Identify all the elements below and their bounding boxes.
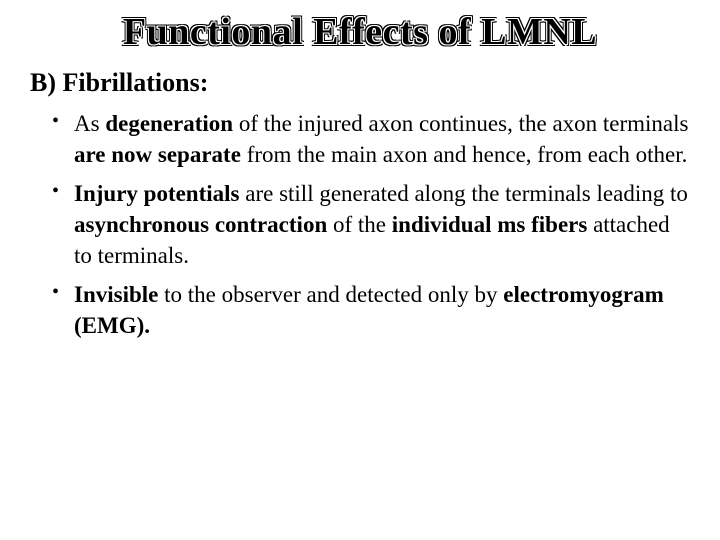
text: are still generated along the terminals … [240,181,688,206]
bold-text: asynchronous contraction [74,212,327,237]
bold-text: are now separate [74,142,241,167]
list-item: Injury potentials are still generated al… [56,178,690,271]
bold-text: degeneration [105,111,233,136]
bullet-list: As degeneration of the injured axon cont… [30,108,690,341]
text: from the main axon and hence, from each … [241,142,687,167]
text: of the injured axon continues, the axon … [233,111,688,136]
list-item: As degeneration of the injured axon cont… [56,108,690,170]
slide: Functional Effects of LMNL B) Fibrillati… [0,0,720,540]
bold-text: Invisible [74,282,158,307]
text: of the [327,212,392,237]
list-item: Invisible to the observer and detected o… [56,279,690,341]
text: to the observer and detected only by [158,282,503,307]
bold-text: individual ms fibers [392,212,588,237]
text: As [74,111,105,136]
bold-text: Injury potentials [74,181,240,206]
subheading: B) Fibrillations: [30,68,690,98]
slide-title: Functional Effects of LMNL [30,10,690,54]
